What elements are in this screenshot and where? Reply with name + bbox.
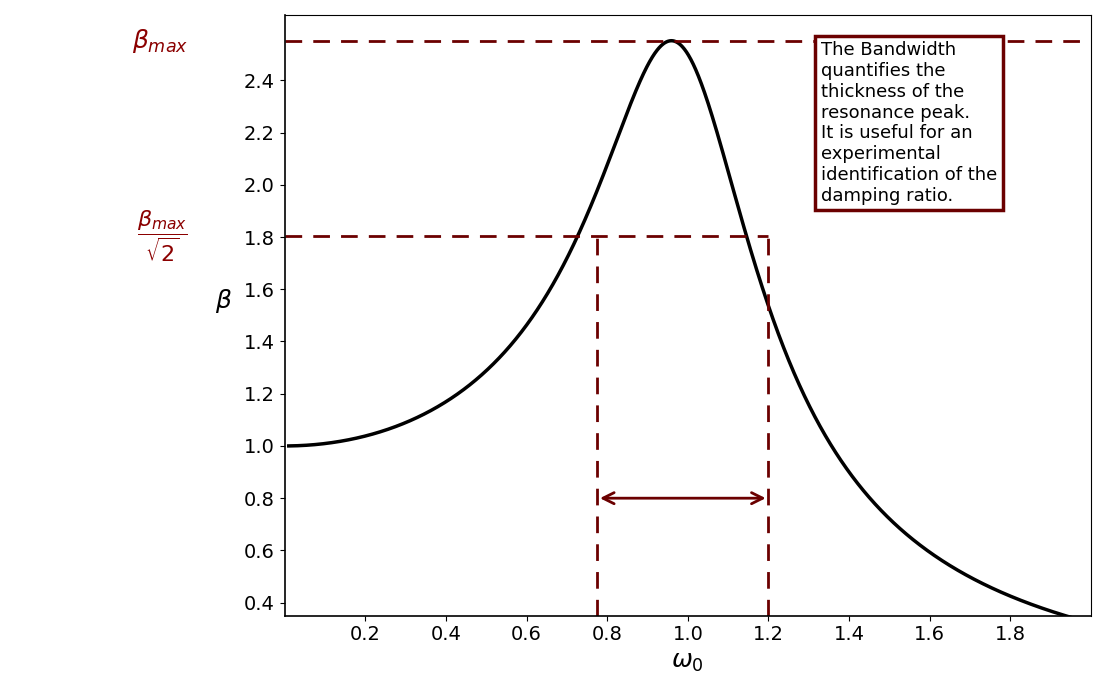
Text: $\dfrac{\beta_{max}}{\sqrt{2}}$: $\dfrac{\beta_{max}}{\sqrt{2}}$ bbox=[137, 208, 188, 264]
Text: $\beta_{max}$: $\beta_{max}$ bbox=[132, 27, 188, 54]
Y-axis label: $\beta$: $\beta$ bbox=[215, 287, 232, 316]
X-axis label: $\omega_0$: $\omega_0$ bbox=[671, 650, 705, 674]
Text: The Bandwidth
quantifies the
thickness of the
resonance peak.
It is useful for a: The Bandwidth quantifies the thickness o… bbox=[821, 41, 998, 205]
